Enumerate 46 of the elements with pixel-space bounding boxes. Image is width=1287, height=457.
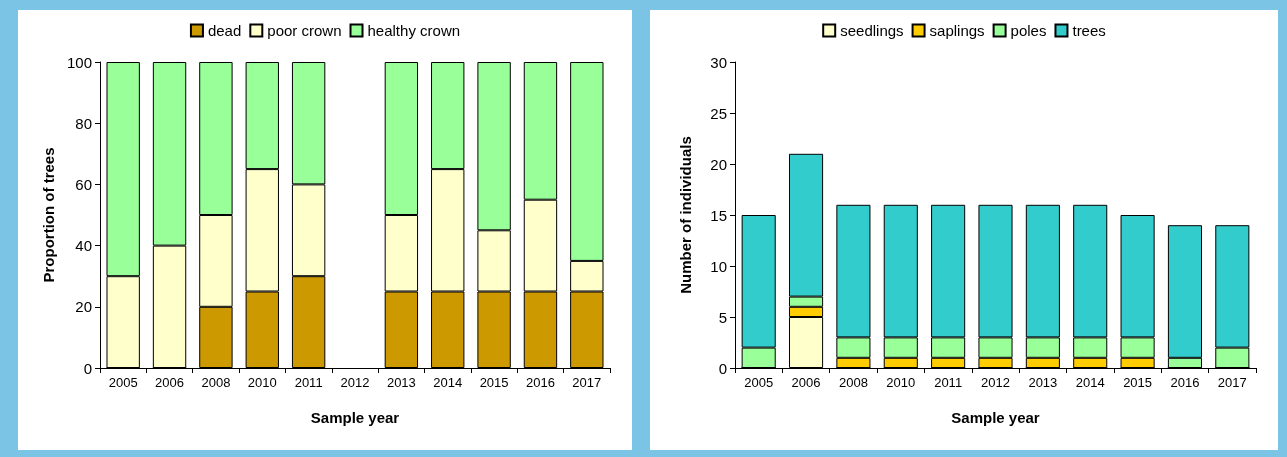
y-tick-label: 25	[710, 104, 727, 122]
legend-label: poor crown	[267, 22, 342, 39]
y-tick-label: 30	[710, 53, 727, 71]
y-tick-label: 0	[83, 359, 92, 377]
x-tick-label: 2010	[886, 375, 916, 390]
y-tick-label: 20	[75, 298, 92, 316]
y-tick-label: 40	[75, 237, 92, 255]
legend-label: poles	[1010, 22, 1047, 39]
x-tick-label: 2011	[294, 375, 323, 390]
y-tick-label: 80	[75, 114, 92, 132]
x-tick-label: 2016	[1170, 375, 1200, 390]
x-tick-label: 2016	[525, 375, 555, 390]
x-tick-label: 2015	[479, 375, 509, 390]
x-tick-label: 2014	[433, 375, 463, 390]
legend-label: dead	[207, 22, 242, 39]
x-tick-label: 2005	[744, 375, 774, 390]
y-tick-label: 0	[718, 359, 727, 377]
x-tick-label: 2013	[386, 375, 416, 390]
x-tick-label: 2017	[572, 375, 602, 390]
x-tick-label: 2005	[108, 375, 138, 390]
legend-label: seedlings	[840, 22, 904, 39]
y-tick-label: 5	[718, 308, 727, 326]
x-tick-label: 2006	[155, 375, 185, 390]
x-tick-label: 2012	[981, 375, 1010, 390]
legend-label: healthy crown	[367, 22, 461, 39]
y-tick-label: 60	[75, 175, 92, 193]
y-tick-label: 10	[710, 257, 727, 275]
x-tick-label: 2010	[247, 375, 277, 390]
x-axis-title: Sample year	[951, 409, 1040, 426]
x-tick-label: 2008	[201, 375, 231, 390]
x-tick-label: 2015	[1123, 375, 1153, 390]
x-tick-label: 2012	[340, 375, 370, 390]
x-tick-label: 2013	[1028, 375, 1058, 390]
y-axis-title: Proportion of trees	[40, 147, 58, 283]
x-axis-title: Sample year	[310, 409, 400, 426]
y-axis-title: Number of individuals	[677, 136, 694, 294]
x-tick-label: 2017	[1217, 375, 1247, 390]
x-tick-label: 2008	[838, 375, 868, 390]
x-tick-label: 2006	[791, 375, 821, 390]
y-tick-label: 100	[66, 53, 92, 71]
y-tick-label: 20	[710, 155, 727, 173]
x-tick-label: 2014	[1075, 375, 1105, 390]
legend-label: trees	[1072, 22, 1106, 39]
legend-label: saplings	[929, 22, 985, 39]
y-tick-label: 15	[710, 206, 727, 224]
x-tick-label: 2011	[934, 375, 963, 390]
